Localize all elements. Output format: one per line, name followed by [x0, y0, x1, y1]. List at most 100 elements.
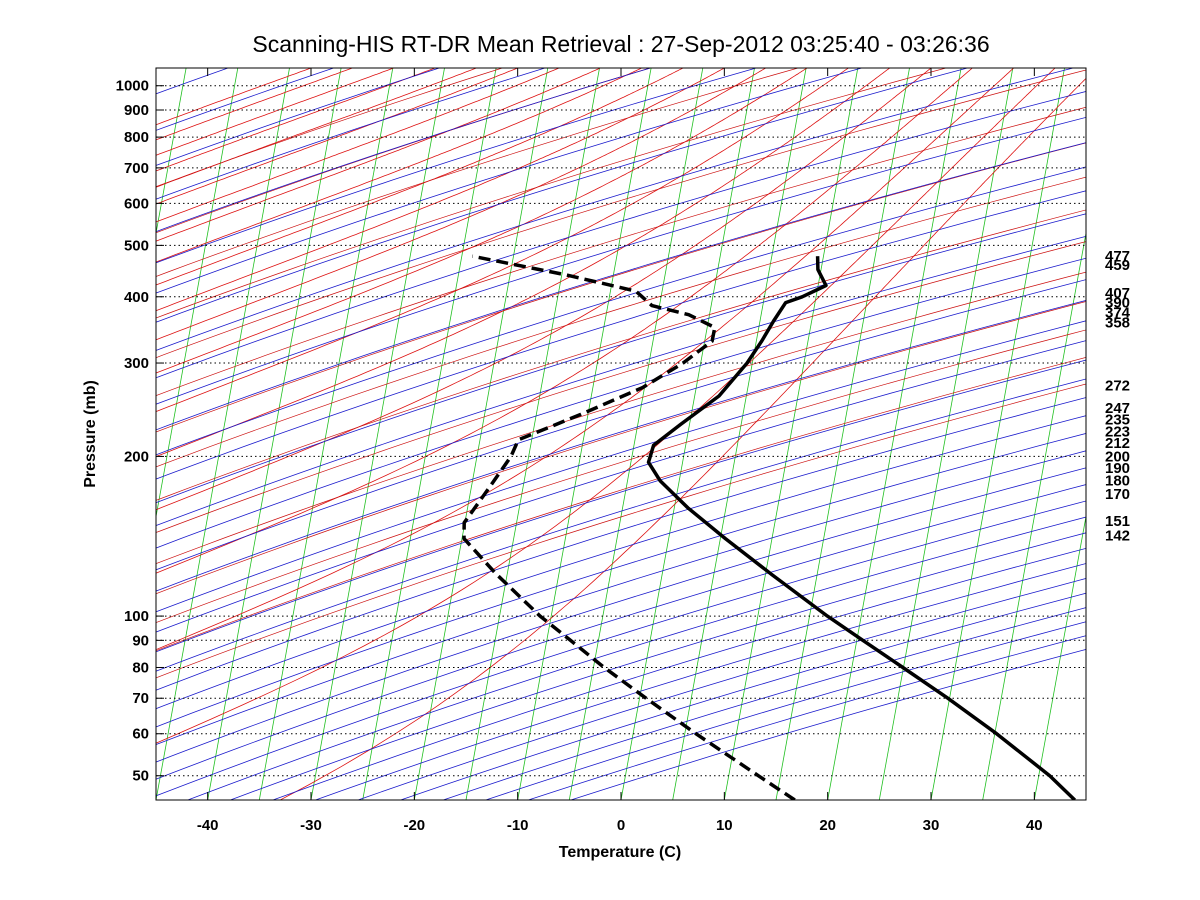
moist-adiabat-line: [156, 68, 651, 234]
level-label: 390: [1105, 295, 1130, 312]
moist-adiabat-line: [156, 68, 560, 223]
moist-adiabat-line: [156, 241, 1086, 533]
isotherm-line: [258, 68, 394, 800]
moist-adiabat-line: [156, 68, 766, 341]
moist-adiabat-line: [156, 209, 1086, 501]
dry-adiabat-line: [156, 397, 1086, 691]
x-tick-label: -20: [403, 817, 425, 834]
dry-adiabat-line: [156, 68, 440, 166]
dry-adiabat-line: [156, 68, 968, 323]
level-label: 235: [1105, 411, 1130, 428]
isotherm-line: [1, 68, 135, 800]
dry-adiabat-line: [156, 320, 1086, 613]
moist-adiabat-line: [156, 329, 1086, 624]
y-tick-label: 900: [124, 102, 149, 119]
moist-adiabat-line: [156, 271, 1086, 565]
moist-adiabat-line: [279, 77, 1086, 800]
moist-adiabat-line: [156, 142, 1086, 433]
chart-title: Scanning-HIS RT-DR Mean Retrieval : 27-S…: [252, 31, 989, 57]
isotherm-line: [207, 68, 342, 800]
level-label: 477: [1105, 248, 1130, 265]
dry-adiabat-line: [156, 166, 1086, 456]
moist-adiabat-line: [156, 68, 436, 172]
level-label: 223: [1105, 423, 1130, 440]
dry-adiabat-line: [156, 68, 334, 131]
dry-adiabat-line: [0, 68, 17, 805]
moist-adiabat-line: [156, 69, 1086, 359]
isotherm-line: [156, 68, 290, 800]
moist-adiabat-line: [156, 68, 1014, 651]
x-tick-label: 40: [1026, 817, 1043, 834]
level-label: 170: [1105, 486, 1130, 503]
dry-adiabat-line: [271, 547, 1086, 800]
x-tick-label: -10: [507, 817, 529, 834]
x-tick-label: 0: [617, 817, 625, 834]
moist-adiabat-line: [156, 68, 477, 188]
dry-adiabat-line: [156, 450, 1086, 746]
y-tick-label: 90: [132, 632, 149, 649]
moist-adiabat-line: [156, 68, 394, 156]
dry-adiabat-line: [156, 91, 1086, 379]
y-tick-label: 70: [132, 690, 149, 707]
dry-adiabat-line: [156, 500, 1086, 797]
y-tick-label: 700: [124, 160, 149, 177]
dry-adiabat-line: [527, 635, 1086, 800]
dry-adiabat-line: [356, 578, 1086, 800]
dry-adiabat-line: [156, 279, 1086, 571]
isotherm-line: [672, 68, 807, 800]
isotherm-line: [362, 68, 497, 800]
dry-adiabat-line: [156, 68, 757, 264]
isotherm-line: [1085, 797, 1086, 800]
moist-adiabat-line: [156, 68, 849, 413]
y-tick-label: 200: [124, 448, 149, 465]
x-tick-label: 10: [716, 817, 733, 834]
dry-adiabat-line: [156, 213, 1086, 504]
level-label: 190: [1105, 460, 1130, 477]
isotherm-line: [517, 68, 652, 800]
y-tick-label: 60: [132, 726, 149, 743]
isotherm-line: [620, 68, 755, 800]
moist-adiabat-line: [156, 68, 601, 242]
level-label: 407: [1105, 285, 1130, 302]
isotherm-line: [982, 230, 1086, 800]
dry-adiabat-line: [156, 68, 651, 233]
moist-adiabat-line: [156, 68, 890, 458]
y-tick-label: 800: [124, 129, 149, 146]
moist-adiabat-line: [156, 176, 1086, 468]
dry-adiabat-line: [156, 340, 1086, 633]
dry-adiabat-line: [156, 142, 1086, 431]
level-label: 212: [1105, 435, 1130, 452]
isotherm-line: [0, 68, 83, 800]
level-label: 459: [1105, 257, 1130, 274]
y-axis-ticks: 50 60 70 80 90 100 200 300 400 500 600 700 800 900 100…: [116, 78, 164, 785]
x-tick-label: 20: [819, 817, 836, 834]
dry-adiabat-lines: [0, 68, 1086, 805]
y-tick-label: 1000: [116, 78, 149, 95]
isotherm-line: [1033, 514, 1086, 800]
y-tick-label: 80: [132, 660, 149, 677]
dry-adiabat-line: [156, 378, 1086, 672]
moist-adiabat-line: [156, 106, 1086, 396]
moist-adiabat-line: [156, 68, 799, 277]
dry-adiabat-line: [156, 484, 1086, 780]
level-label: 142: [1105, 527, 1130, 544]
y-tick-label: 50: [132, 768, 149, 785]
moist-adiabat-line: [156, 383, 1086, 679]
moist-adiabat-line: [156, 68, 808, 374]
moist-adiabat-line: [156, 68, 503, 188]
pressure-gridlines: [156, 85, 1086, 777]
level-label: 180: [1105, 473, 1130, 490]
background-lines: [0, 68, 1086, 805]
level-label: 272: [1105, 378, 1130, 395]
moist-adiabat-line: [156, 68, 312, 126]
dry-adiabat-line: [484, 621, 1086, 800]
moist-adiabat-line: [156, 68, 353, 141]
dry-adiabat-line: [399, 592, 1086, 800]
isotherm-line: [568, 68, 704, 800]
moist-adiabat-line: [156, 68, 684, 286]
y-tick-label: 400: [124, 289, 149, 306]
dry-adiabat-line: [156, 415, 1086, 710]
level-label: 151: [1105, 513, 1130, 530]
